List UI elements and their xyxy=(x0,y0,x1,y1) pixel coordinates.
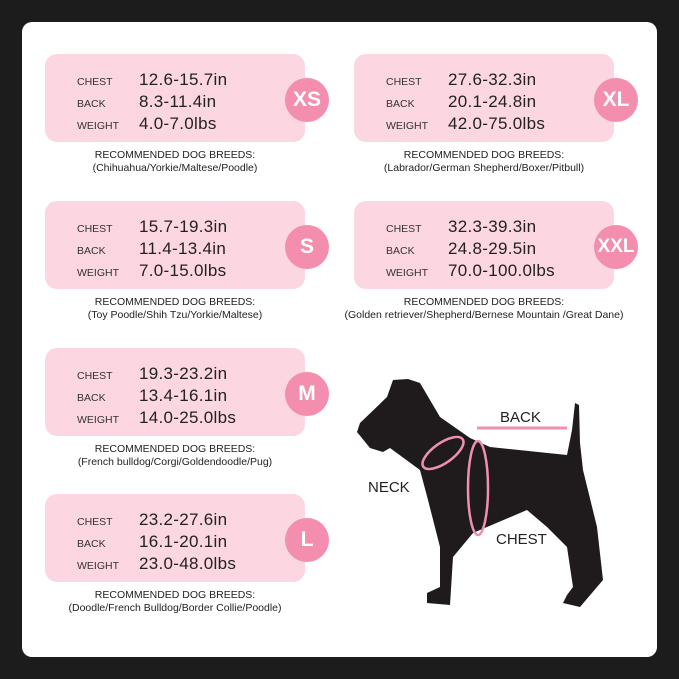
weight-value: 42.0-75.0lbs xyxy=(448,114,546,133)
size-block: CHEST 32.3-39.3in BACK 24.8-29.5in WEIGHT 7… xyxy=(345,201,644,341)
chest-measure-ring xyxy=(466,439,490,537)
size-block: CHEST 23.2-27.6in BACK 16.1-20.1in WEIGHT 2… xyxy=(45,494,335,634)
size-card: CHEST 19.3-23.2in BACK 13.4-16.1in WEIGHT 1… xyxy=(45,348,305,436)
weight-label: WEIGHT xyxy=(77,120,119,132)
breeds-list: (Toy Poodle/Shih Tzu/Yorkie/Maltese) xyxy=(87,309,263,321)
weight-value: 70.0-100.0lbs xyxy=(448,261,555,280)
back-label: BACK xyxy=(500,409,541,426)
size-card: CHEST 15.7-19.3in BACK 11.4-13.4in WEIGHT 7… xyxy=(45,201,305,289)
chest-label: CHEST xyxy=(496,531,547,548)
weight-value: 14.0-25.0lbs xyxy=(139,408,237,427)
chest-label: CHEST xyxy=(386,223,422,235)
weight-value: 7.0-15.0lbs xyxy=(139,261,227,280)
weight-label: WEIGHT xyxy=(77,560,119,572)
size-block: CHEST 15.7-19.3in BACK 11.4-13.4in WEIGHT 7… xyxy=(45,201,335,341)
weight-label: WEIGHT xyxy=(77,267,119,279)
chest-value: 12.6-15.7in xyxy=(139,70,228,89)
recommended-breeds: RECOMMENDED DOG BREEDS: (Doodle/French B… xyxy=(25,589,325,615)
recommended-heading: RECOMMENDED DOG BREEDS: xyxy=(403,296,565,308)
back-label: BACK xyxy=(77,98,106,110)
back-value: 8.3-11.4in xyxy=(139,92,217,111)
breeds-list: (French bulldog/Corgi/Goldendoodle/Pug) xyxy=(77,456,273,468)
breeds-list: (Labrador/German Shepherd/Boxer/Pitbull) xyxy=(383,162,585,174)
chest-value: 23.2-27.6in xyxy=(139,510,228,529)
chest-value: 15.7-19.3in xyxy=(139,217,228,236)
chest-label: CHEST xyxy=(386,76,422,88)
chest-label: CHEST xyxy=(77,370,113,382)
recommended-heading: RECOMMENDED DOG BREEDS: xyxy=(403,149,565,161)
chest-label: CHEST xyxy=(77,516,113,528)
size-badge: M xyxy=(285,372,329,416)
weight-value: 4.0-7.0lbs xyxy=(139,114,217,133)
breeds-list: (Golden retriever/Shepherd/Bernese Mount… xyxy=(344,309,624,321)
weight-label: WEIGHT xyxy=(386,267,428,279)
recommended-breeds: RECOMMENDED DOG BREEDS: (Labrador/German… xyxy=(334,149,634,175)
recommended-breeds: RECOMMENDED DOG BREEDS: (Toy Poodle/Shih… xyxy=(25,296,325,322)
back-label: BACK xyxy=(386,245,415,257)
breeds-list: (Chihuahua/Yorkie/Maltese/Poodle) xyxy=(92,162,258,174)
size-block: CHEST 27.6-32.3in BACK 20.1-24.8in WEIGHT 4… xyxy=(354,54,644,194)
chest-value: 27.6-32.3in xyxy=(448,70,537,89)
recommended-breeds: RECOMMENDED DOG BREEDS: (French bulldog/… xyxy=(25,443,325,469)
size-card: CHEST 27.6-32.3in BACK 20.1-24.8in WEIGHT 4… xyxy=(354,54,614,142)
size-badge: XXL xyxy=(594,225,638,269)
size-block: CHEST 19.3-23.2in BACK 13.4-16.1in WEIGHT 1… xyxy=(45,348,335,488)
chest-value: 32.3-39.3in xyxy=(448,217,537,236)
size-badge: S xyxy=(285,225,329,269)
dog-silhouette xyxy=(357,379,603,607)
weight-label: WEIGHT xyxy=(386,120,428,132)
recommended-breeds: RECOMMENDED DOG BREEDS: (Chihuahua/Yorki… xyxy=(25,149,325,175)
size-card: CHEST 12.6-15.7in BACK 8.3-11.4in WEIGHT 4.… xyxy=(45,54,305,142)
back-label: BACK xyxy=(386,98,415,110)
back-value: 24.8-29.5in xyxy=(448,239,537,258)
size-badge: XL xyxy=(594,78,638,122)
back-label: BACK xyxy=(77,245,106,257)
breeds-list: (Doodle/French Bulldog/Border Collie/Poo… xyxy=(68,602,282,614)
back-value: 13.4-16.1in xyxy=(139,386,228,405)
recommended-heading: RECOMMENDED DOG BREEDS: xyxy=(94,443,256,455)
back-value: 20.1-24.8in xyxy=(448,92,537,111)
back-value: 11.4-13.4in xyxy=(139,239,227,258)
back-value: 16.1-20.1in xyxy=(139,532,228,551)
size-card: CHEST 23.2-27.6in BACK 16.1-20.1in WEIGHT 2… xyxy=(45,494,305,582)
size-badge: XS xyxy=(285,78,329,122)
back-label: BACK xyxy=(77,538,106,550)
weight-label: WEIGHT xyxy=(77,414,119,426)
size-block: CHEST 12.6-15.7in BACK 8.3-11.4in WEIGHT 4.… xyxy=(45,54,335,194)
neck-measure-ring xyxy=(421,435,465,471)
chest-label: CHEST xyxy=(77,76,113,88)
size-badge: L xyxy=(285,518,329,562)
recommended-heading: RECOMMENDED DOG BREEDS: xyxy=(94,296,256,308)
recommended-heading: RECOMMENDED DOG BREEDS: xyxy=(94,589,256,601)
size-card: CHEST 32.3-39.3in BACK 24.8-29.5in WEIGHT 7… xyxy=(354,201,614,289)
chest-label: CHEST xyxy=(77,223,113,235)
back-label: BACK xyxy=(77,392,106,404)
weight-value: 23.0-48.0lbs xyxy=(139,554,237,573)
recommended-breeds: RECOMMENDED DOG BREEDS: (Golden retrieve… xyxy=(334,296,634,322)
recommended-heading: RECOMMENDED DOG BREEDS: xyxy=(94,149,256,161)
neck-label: NECK xyxy=(368,479,410,496)
chest-value: 19.3-23.2in xyxy=(139,364,228,383)
